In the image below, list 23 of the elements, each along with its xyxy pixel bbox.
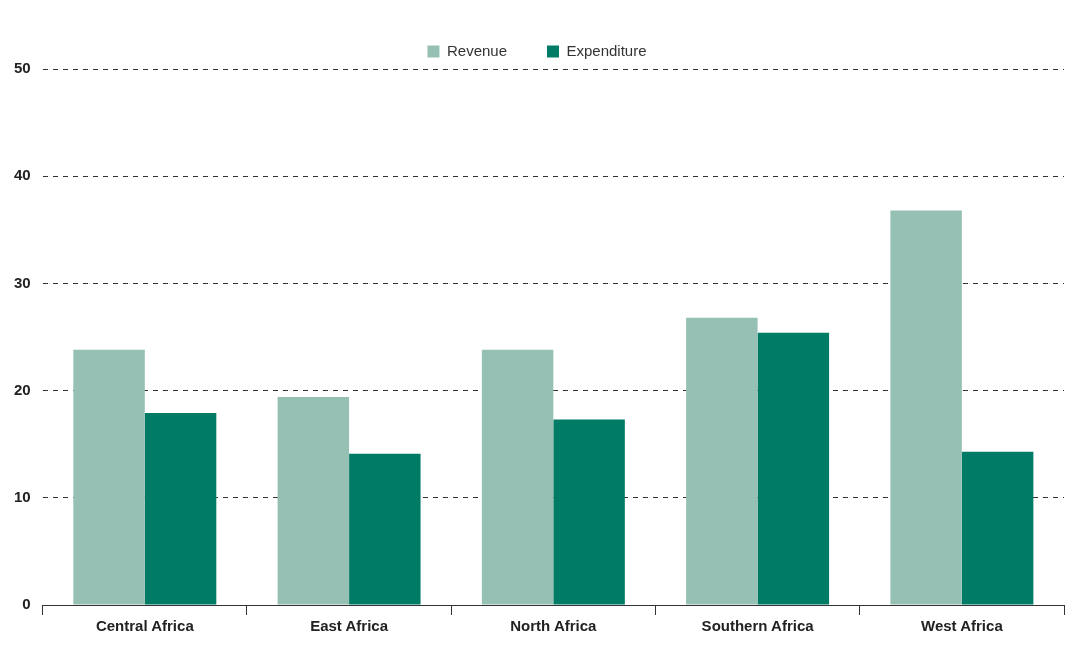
x-tick-label: Southern Africa — [701, 617, 815, 635]
bar — [73, 349, 145, 605]
y-tick-label: 50 — [14, 59, 31, 77]
y-tick-label: 20 — [14, 380, 31, 398]
legend-label: Expenditure — [566, 41, 647, 59]
bar — [553, 419, 625, 605]
bar — [349, 453, 421, 605]
bar — [757, 332, 830, 605]
x-tick-label: East Africa — [310, 617, 389, 635]
bar — [686, 317, 758, 605]
y-tick-label: 40 — [14, 166, 31, 184]
bar — [890, 210, 962, 605]
legend-label: Revenue — [446, 41, 507, 59]
bar — [144, 413, 217, 605]
bar — [481, 349, 554, 605]
x-tick-label: West Africa — [921, 617, 1004, 635]
x-tick-label: North Africa — [510, 617, 598, 635]
y-tick-label: 30 — [14, 273, 31, 291]
bar — [961, 451, 1034, 605]
x-tick-label: Central Africa — [95, 617, 195, 635]
bar — [277, 397, 350, 605]
y-tick-label: 0 — [22, 595, 31, 613]
y-tick-label: 10 — [14, 487, 31, 505]
